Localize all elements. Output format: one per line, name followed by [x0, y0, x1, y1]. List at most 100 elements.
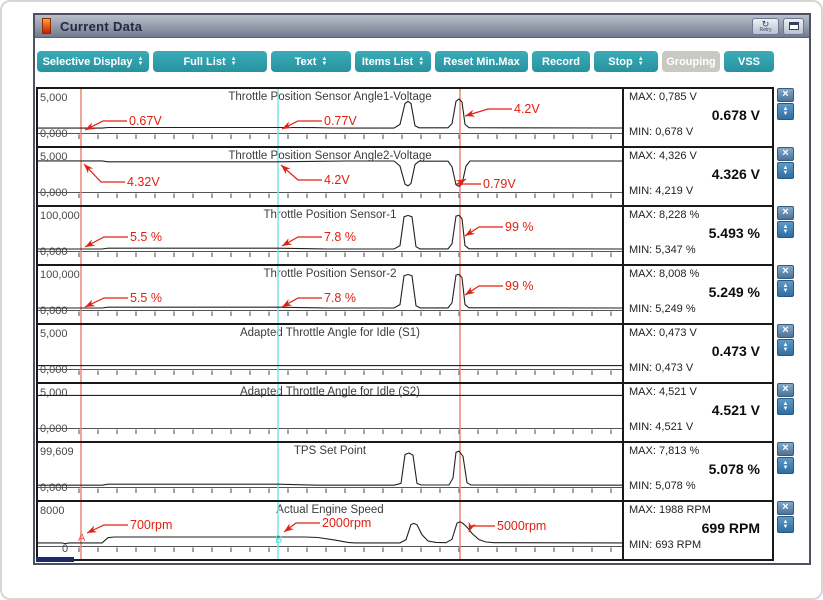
channel-move-button[interactable]: ▲ ▼	[777, 457, 794, 474]
close-channel-button[interactable]: ×	[777, 206, 794, 220]
close-icon: ×	[782, 206, 789, 218]
channel-readout-panel: MAX: 0,785 V 0.678 V MIN: 0,678 V	[622, 89, 772, 146]
channel-title: Adapted Throttle Angle for Idle (S2)	[240, 386, 420, 398]
channel-button-group: × ▲ ▼	[777, 500, 797, 559]
channel-move-button[interactable]: ▲ ▼	[777, 339, 794, 356]
channel-move-button[interactable]: ▲ ▼	[777, 280, 794, 297]
channel-move-button[interactable]: ▲ ▼	[777, 516, 794, 533]
horizontal-scrollbar-thumb[interactable]	[36, 557, 74, 562]
channel-move-button[interactable]: ▲ ▼	[777, 103, 794, 120]
close-icon: ×	[782, 442, 789, 454]
dropdown-arrows-icon: ▲ ▼	[418, 55, 425, 67]
channel-title: Throttle Position Sensor Angle1-Voltage	[228, 91, 431, 103]
toolbar-button-full-list[interactable]: Full List ▲ ▼	[153, 51, 267, 72]
dropdown-arrows-icon: ▲ ▼	[637, 55, 644, 67]
channel-current-value: 4.521 V	[711, 402, 760, 418]
close-channel-button[interactable]: ×	[777, 265, 794, 279]
svg-text:4.32V: 4.32V	[127, 175, 160, 189]
channel-max-value: MAX: 8,228 %	[629, 209, 700, 221]
toolbar-button-stop[interactable]: Stop ▲ ▼	[594, 51, 658, 72]
toolbar-button-text[interactable]: Text ▲ ▼	[271, 51, 351, 72]
channel-move-button[interactable]: ▲ ▼	[777, 221, 794, 238]
channel-min-value: MIN: 4,521 V	[629, 421, 694, 433]
retry-label: Retry	[759, 26, 772, 33]
dropdown-arrows-icon: ▲ ▼	[321, 55, 328, 67]
toolbar-button-vss[interactable]: VSS	[724, 51, 774, 72]
toolbar-button-label: Text	[294, 55, 317, 68]
toolbar-button-label: Grouping	[666, 55, 716, 68]
svg-text:99 %: 99 %	[505, 220, 534, 234]
close-channel-button[interactable]: ×	[777, 442, 794, 456]
channel-move-button[interactable]: ▲ ▼	[777, 398, 794, 415]
circular-arrow-icon: ↻	[761, 18, 770, 29]
up-down-arrows-icon: ▲	[782, 282, 789, 289]
close-channel-button[interactable]: ×	[777, 501, 794, 515]
channel-row: 8000 0 Actual Engine Speed A B 700rpm 2000rpm 5…	[38, 502, 772, 559]
svg-text:7.8 %: 7.8 %	[324, 291, 356, 305]
svg-text:B: B	[275, 534, 282, 546]
toolbar-button-selective-display[interactable]: Selective Display ▲ ▼	[37, 51, 149, 72]
ymax-label: 5,000	[40, 328, 68, 340]
channel-plot-actual-engine-speed[interactable]: 8000 0 Actual Engine Speed A B 700rpm 2000rpm 5…	[38, 502, 622, 559]
up-down-arrows-icon: ▲	[782, 459, 789, 466]
channel-current-value: 0.473 V	[711, 343, 760, 359]
channel-row: 5,000 0,000 Throttle Position Sensor Angle…	[38, 148, 772, 207]
channel-max-value: MAX: 4,326 V	[629, 150, 697, 162]
svg-text:0.77V: 0.77V	[324, 114, 357, 128]
up-down-arrows-icon: ▲	[782, 164, 789, 171]
toolbar-button-label: Full List	[183, 55, 226, 68]
toolbar-button-grouping[interactable]: Grouping	[662, 51, 720, 72]
up-down-arrows-icon: ▼	[782, 523, 789, 530]
channel-title: Adapted Throttle Angle for Idle (S1)	[240, 327, 420, 339]
channel-min-value: MIN: 4,219 V	[629, 185, 694, 197]
dropdown-arrows-icon: ▲ ▼	[230, 55, 237, 67]
close-icon: ×	[782, 501, 789, 513]
up-down-arrows-icon: ▼	[782, 110, 789, 117]
channel-title: TPS Set Point	[294, 445, 367, 457]
channel-readout-panel: MAX: 8,228 % 5.493 % MIN: 5,347 %	[622, 207, 772, 264]
close-channel-button[interactable]: ×	[777, 324, 794, 338]
toolbar-button-reset-min-max[interactable]: Reset Min.Max	[435, 51, 528, 72]
channel-min-value: MIN: 5,249 %	[629, 303, 696, 315]
restore-window-button[interactable]	[783, 17, 804, 35]
toolbar-button-label: Items List	[361, 55, 414, 68]
toolbar-button-record[interactable]: Record	[532, 51, 590, 72]
channel-row: 5,000 0,000 Throttle Position Sensor Angle…	[38, 89, 772, 148]
channel-row: 5,000 0,000 Adapted Throttle Angle for Idl…	[38, 325, 772, 384]
channel-readout-panel: MAX: 7,813 % 5.078 % MIN: 5,078 %	[622, 443, 772, 500]
channel-min-value: MIN: 0,678 V	[629, 126, 694, 138]
channel-readout-panel: MAX: 1988 RPM 699 RPM MIN: 693 RPM	[622, 502, 772, 559]
close-icon: ×	[782, 147, 789, 159]
window-restore-icon	[788, 22, 799, 30]
close-channel-button[interactable]: ×	[777, 383, 794, 397]
ymin-label: 0	[62, 543, 68, 555]
toolbar-button-label: Selective Display	[42, 55, 133, 68]
close-channel-button[interactable]: ×	[777, 147, 794, 161]
channel-title: Actual Engine Speed	[276, 504, 383, 516]
toolbar-button-label: VSS	[737, 55, 760, 68]
close-channel-button[interactable]: ×	[777, 88, 794, 102]
titlebar-buttons: ↻ Retry	[752, 17, 804, 35]
svg-text:4.2V: 4.2V	[514, 102, 540, 116]
ymax-label: 5,000	[40, 387, 68, 399]
channel-readout-panel: MAX: 0,473 V 0.473 V MIN: 0,473 V	[622, 325, 772, 382]
svg-text:700rpm: 700rpm	[130, 518, 172, 532]
svg-text:0.67V: 0.67V	[129, 114, 162, 128]
channel-button-group: × ▲ ▼	[777, 264, 797, 323]
svg-text:0.79V: 0.79V	[483, 177, 516, 191]
dropdown-arrows-icon: ▲ ▼	[137, 55, 144, 67]
channel-row: 100,000 0,000 Throttle Position Sensor-2 5.…	[38, 266, 772, 325]
channel-max-value: MAX: 0,473 V	[629, 327, 697, 339]
ymax-label: 5,000	[40, 92, 68, 104]
channel-max-value: MAX: 4,521 V	[629, 386, 697, 398]
retry-button[interactable]: ↻ Retry	[752, 17, 779, 35]
toolbar-button-items-list[interactable]: Items List ▲ ▼	[355, 51, 431, 72]
channel-move-button[interactable]: ▲ ▼	[777, 162, 794, 179]
